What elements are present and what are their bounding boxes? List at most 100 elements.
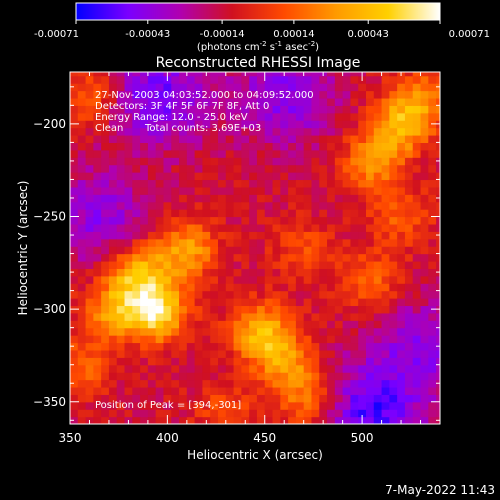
- heatmap-cell: [397, 305, 406, 314]
- heatmap-cell: [202, 97, 211, 106]
- heatmap-cell: [334, 157, 344, 166]
- heatmap-cell: [412, 298, 422, 307]
- heatmap-cell: [132, 290, 141, 299]
- heatmap-cell: [171, 357, 180, 366]
- heatmap-cell: [233, 409, 242, 418]
- heatmap-cell: [327, 149, 336, 158]
- heatmap-cell: [249, 335, 258, 344]
- heatmap-cell: [132, 312, 141, 321]
- heatmap-cell: [77, 364, 87, 373]
- heatmap-cell: [225, 335, 235, 344]
- heatmap-cell: [295, 209, 305, 218]
- heatmap-cell: [334, 409, 344, 418]
- heatmap-cell: [155, 97, 165, 106]
- heatmap-cell: [124, 409, 133, 418]
- heatmap-cell: [327, 349, 336, 358]
- heatmap-cell: [358, 157, 367, 166]
- heatmap-cell: [397, 149, 406, 158]
- heatmap-cell: [140, 238, 149, 247]
- heatmap-cell: [210, 134, 219, 143]
- heatmap-cell: [412, 386, 422, 395]
- heatmap-cell: [155, 157, 165, 166]
- heatmap-cell: [358, 364, 367, 373]
- heatmap-cell: [140, 172, 149, 181]
- heatmap-cell: [194, 416, 204, 424]
- heatmap-cell: [194, 97, 204, 106]
- heatmap-cell: [147, 216, 157, 225]
- heatmap-cell: [70, 327, 79, 336]
- heatmap-cell: [436, 134, 440, 143]
- heatmap-cell: [140, 290, 149, 299]
- heatmap-cell: [381, 357, 390, 366]
- heatmap-cell: [233, 283, 242, 292]
- heatmap-cell: [412, 194, 422, 203]
- heatmap-cell: [225, 83, 235, 92]
- heatmap-cell: [381, 246, 390, 255]
- heatmap-cell: [249, 260, 258, 269]
- heatmap-cell: [295, 216, 305, 225]
- heatmap-cell: [147, 298, 157, 307]
- heatmap-cell: [70, 298, 79, 307]
- heatmap-cell: [241, 194, 250, 203]
- heatmap-cell: [389, 327, 398, 336]
- heatmap-cell: [85, 194, 94, 203]
- heatmap-cell: [93, 305, 102, 314]
- heatmap-cell: [389, 112, 398, 121]
- heatmap-cell: [233, 372, 242, 381]
- heatmap-cell: [381, 209, 390, 218]
- heatmap-cell: [373, 342, 383, 351]
- heatmap-cell: [366, 409, 375, 418]
- heatmap-cell: [132, 335, 141, 344]
- heatmap-cell: [303, 142, 313, 151]
- heatmap-cell: [303, 268, 313, 277]
- heatmap-cell: [366, 134, 375, 143]
- heatmap-cell: [155, 416, 165, 424]
- heatmap-cell: [280, 379, 289, 388]
- heatmap-cell: [77, 134, 87, 143]
- heatmap-cell: [280, 209, 289, 218]
- heatmap-cell: [194, 305, 204, 314]
- heatmap-cell: [272, 416, 281, 424]
- heatmap-cell: [264, 372, 274, 381]
- heatmap-cell: [108, 75, 118, 84]
- heatmap-cell: [358, 349, 367, 358]
- heatmap-cell: [85, 364, 94, 373]
- heatmap-cell: [147, 83, 157, 92]
- heatmap-cell: [93, 290, 102, 299]
- heatmap-cell: [147, 164, 157, 173]
- heatmap-cell: [350, 238, 359, 247]
- heatmap-cell: [342, 364, 352, 373]
- heatmap-cell: [249, 127, 258, 136]
- heatmap-cell: [155, 327, 165, 336]
- heatmap-cell: [412, 379, 422, 388]
- heatmap-cell: [186, 231, 196, 240]
- heatmap-cell: [179, 246, 188, 255]
- heatmap-cell: [179, 127, 188, 136]
- heatmap-cell: [397, 112, 406, 121]
- heatmap-cell: [319, 342, 328, 351]
- heatmap-cell: [397, 394, 406, 403]
- heatmap-cell: [272, 290, 281, 299]
- heatmap-cell: [101, 127, 110, 136]
- heatmap-cell: [186, 260, 196, 269]
- heatmap-cell: [147, 386, 157, 395]
- heatmap-cell: [210, 327, 219, 336]
- heatmap-cell: [288, 157, 297, 166]
- heatmap-cell: [155, 320, 165, 329]
- heatmap-cell: [132, 172, 141, 181]
- heatmap-cell: [397, 246, 406, 255]
- heatmap-cell: [319, 97, 328, 106]
- heatmap-cell: [186, 90, 196, 99]
- heatmap-cell: [210, 157, 219, 166]
- heatmap-cell: [319, 283, 328, 292]
- heatmap-cell: [428, 290, 437, 299]
- heatmap-cell: [147, 401, 157, 410]
- heatmap-cell: [303, 238, 313, 247]
- heatmap-cell: [420, 320, 429, 329]
- heatmap-cell: [218, 283, 227, 292]
- heatmap-cell: [85, 172, 94, 181]
- heatmap-cell: [171, 179, 180, 188]
- heatmap-cell: [350, 312, 359, 321]
- heatmap-cell: [155, 260, 165, 269]
- heatmap-cell: [280, 134, 289, 143]
